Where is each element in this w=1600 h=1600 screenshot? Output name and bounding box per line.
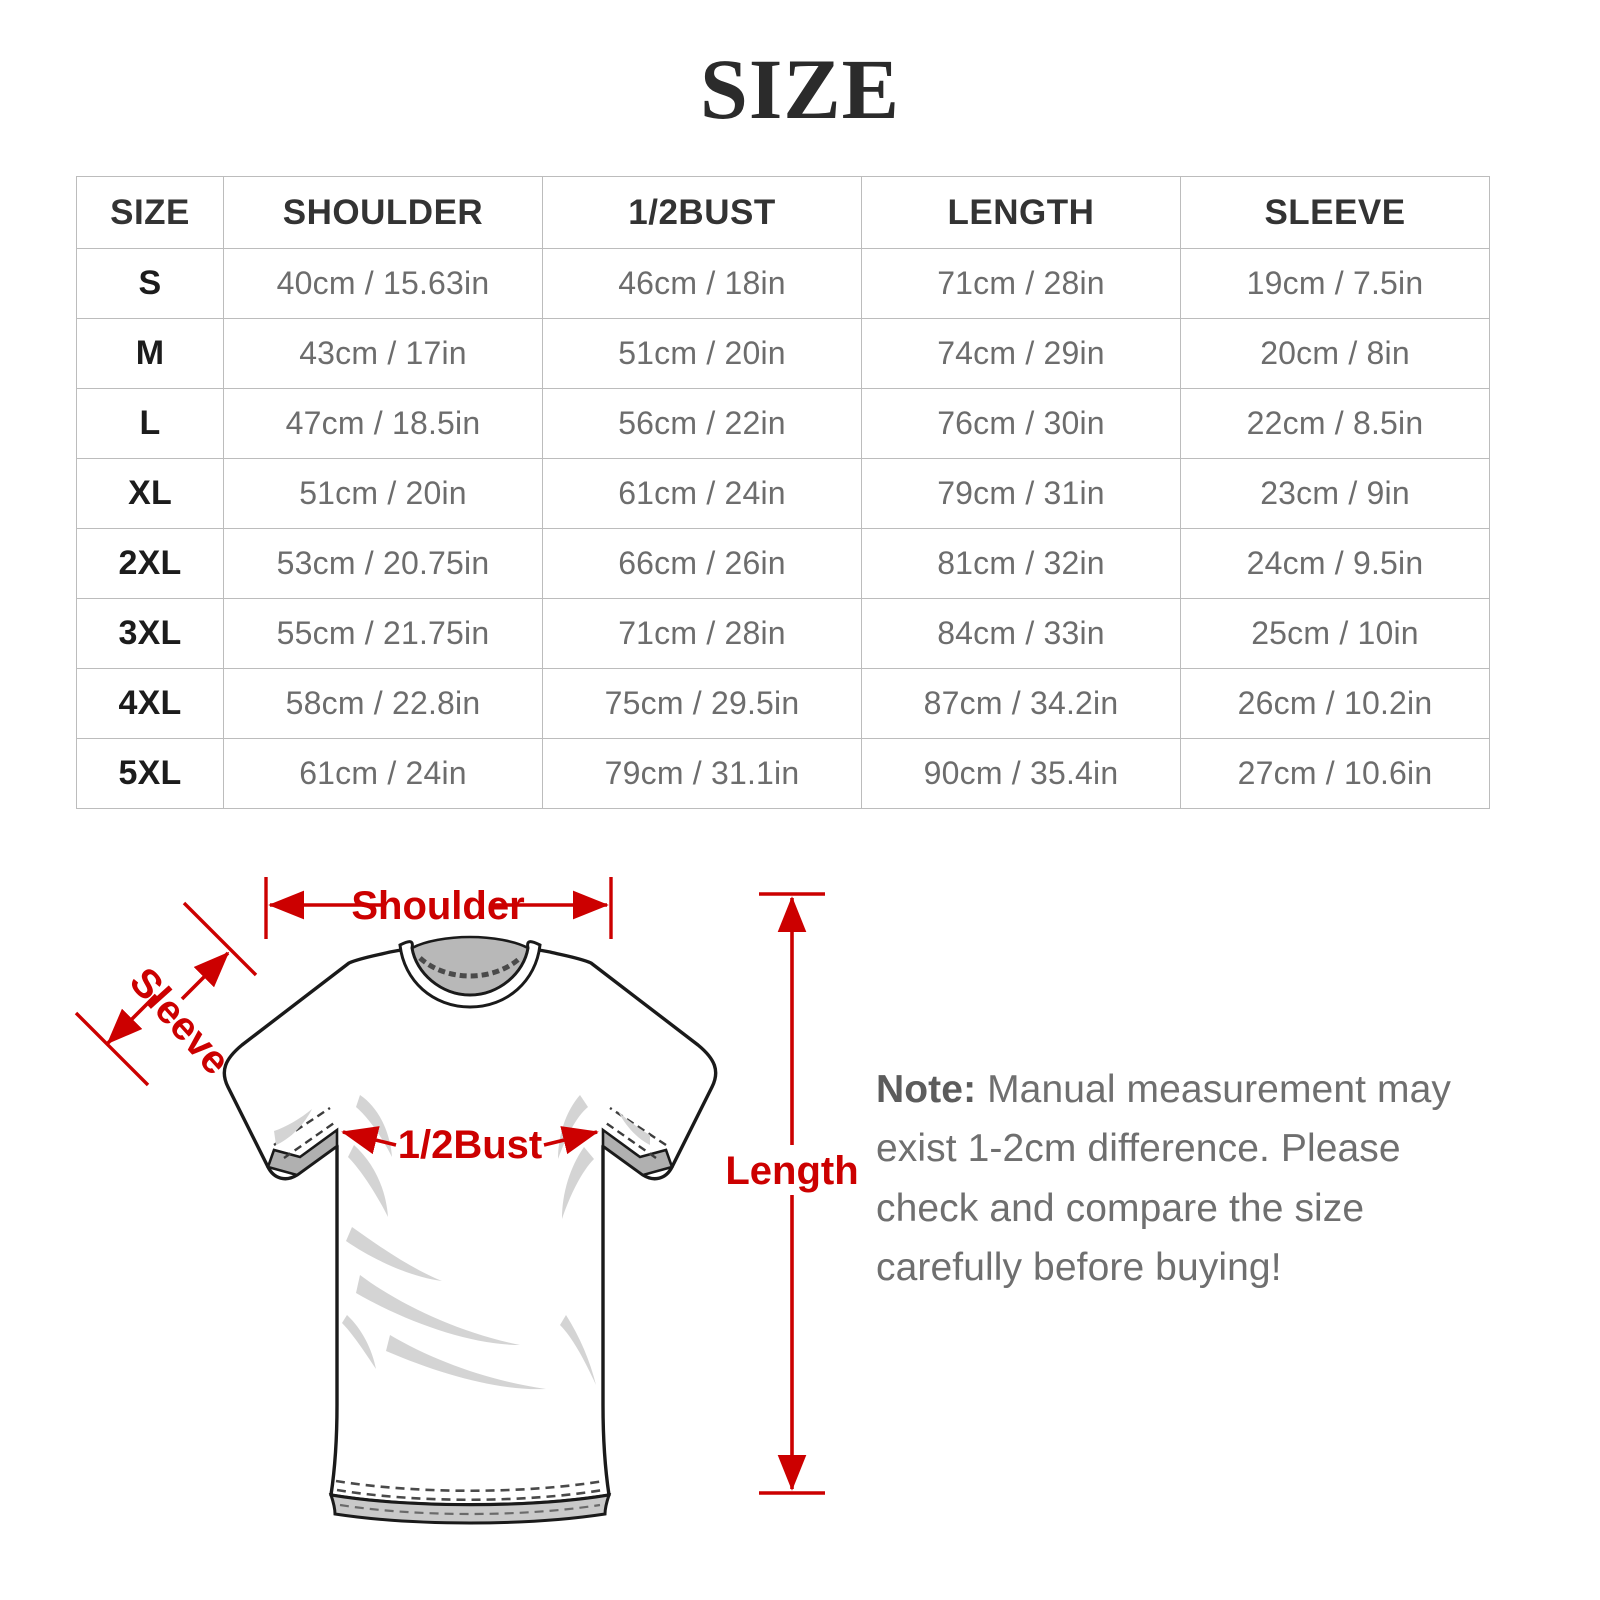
- cell-shoulder: 55cm / 21.75in: [223, 598, 543, 669]
- cell-bust: 66cm / 26in: [542, 528, 862, 599]
- table-row: XL 51cm / 20in 61cm / 24in 79cm / 31in 2…: [76, 458, 1490, 529]
- note-text: Manual measurement may exist 1-2cm diffe…: [876, 1068, 1451, 1289]
- cell-length: 79cm / 31in: [861, 458, 1181, 529]
- right-cuff-stitch-2: [605, 1122, 657, 1159]
- table-row: 4XL 58cm / 22.8in 75cm / 29.5in 87cm / 3…: [76, 668, 1490, 739]
- table-header-row: SIZE SHOULDER 1/2BUST LENGTH SLEEVE: [76, 176, 1490, 249]
- left-cuff-stitch-2: [283, 1122, 335, 1159]
- tshirt-body-outline: [222, 946, 718, 1507]
- column-header-sleeve: SLEEVE: [1180, 176, 1490, 249]
- tshirt-illustration: [222, 935, 718, 1525]
- right-sleeve-cuff-inner: [601, 1127, 674, 1177]
- cell-size: XL: [76, 458, 224, 529]
- table-row: 5XL 61cm / 24in 79cm / 31.1in 90cm / 35.…: [76, 738, 1490, 809]
- collar-band: [398, 940, 542, 1009]
- cell-sleeve: 25cm / 10in: [1180, 598, 1490, 669]
- cell-bust: 56cm / 22in: [542, 388, 862, 459]
- cell-shoulder: 61cm / 24in: [223, 738, 543, 809]
- cell-bust: 71cm / 28in: [542, 598, 862, 669]
- table-row: M 43cm / 17in 51cm / 20in 74cm / 29in 20…: [76, 318, 1490, 389]
- length-label-backdrop: [750, 1147, 835, 1193]
- right-cuff-stitch-1: [609, 1106, 667, 1147]
- bust-arrow-left: [341, 1126, 397, 1155]
- bottom-hem-band: [328, 1493, 612, 1525]
- size-table: SIZE SHOULDER 1/2BUST LENGTH SLEEVE S 40…: [76, 176, 1490, 809]
- cell-length: 81cm / 32in: [861, 528, 1181, 599]
- tshirt-measurement-diagram: Shoulder Sleeve 1/2Bust Length: [60, 845, 880, 1545]
- cell-size: 4XL: [76, 668, 224, 739]
- left-sleeve-cuff-inner: [266, 1127, 339, 1177]
- column-header-shoulder: SHOULDER: [223, 176, 543, 249]
- cell-length: 90cm / 35.4in: [861, 738, 1181, 809]
- cell-shoulder: 43cm / 17in: [223, 318, 543, 389]
- collar-stitch: [418, 956, 522, 979]
- sleeve-tick-lower: [74, 1011, 150, 1087]
- cell-length: 84cm / 33in: [861, 598, 1181, 669]
- cell-length: 87cm / 34.2in: [861, 668, 1181, 739]
- cell-shoulder: 40cm / 15.63in: [223, 248, 543, 319]
- cell-size: 5XL: [76, 738, 224, 809]
- hem-stitch-3: [339, 1503, 601, 1516]
- table-row: S 40cm / 15.63in 46cm / 18in 71cm / 28in…: [76, 248, 1490, 319]
- cell-length: 74cm / 29in: [861, 318, 1181, 389]
- cell-bust: 46cm / 18in: [542, 248, 862, 319]
- shoulder-label: Shoulder: [351, 884, 524, 928]
- fabric-folds: [274, 1095, 650, 1390]
- table-row: 3XL 55cm / 21.75in 71cm / 28in 84cm / 33…: [76, 598, 1490, 669]
- note-block: Note: Manual measurement may exist 1-2cm…: [876, 1060, 1500, 1297]
- cell-sleeve: 23cm / 9in: [1180, 458, 1490, 529]
- column-header-length: LENGTH: [861, 176, 1181, 249]
- cell-size: 3XL: [76, 598, 224, 669]
- cell-shoulder: 53cm / 20.75in: [223, 528, 543, 599]
- note-label: Note:: [876, 1068, 977, 1111]
- sleeve-arrow-lower: [106, 993, 158, 1045]
- cell-sleeve: 24cm / 9.5in: [1180, 528, 1490, 599]
- cell-length: 76cm / 30in: [861, 388, 1181, 459]
- cell-shoulder: 51cm / 20in: [223, 458, 543, 529]
- bust-arrow-right: [543, 1126, 599, 1155]
- hem-stitch-2: [336, 1488, 604, 1502]
- bust-label: 1/2Bust: [398, 1123, 543, 1167]
- cell-shoulder: 47cm / 18.5in: [223, 388, 543, 459]
- cell-shoulder: 58cm / 22.8in: [223, 668, 543, 739]
- cell-sleeve: 27cm / 10.6in: [1180, 738, 1490, 809]
- cell-sleeve: 22cm / 8.5in: [1180, 388, 1490, 459]
- cell-size: S: [76, 248, 224, 319]
- hem-stitch-1: [335, 1479, 605, 1493]
- cell-sleeve: 26cm / 10.2in: [1180, 668, 1490, 739]
- cell-bust: 61cm / 24in: [542, 458, 862, 529]
- table-row: L 47cm / 18.5in 56cm / 22in 76cm / 30in …: [76, 388, 1490, 459]
- cell-size: L: [76, 388, 224, 459]
- cell-size: 2XL: [76, 528, 224, 599]
- cell-sleeve: 19cm / 7.5in: [1180, 248, 1490, 319]
- left-cuff-stitch-1: [273, 1106, 331, 1147]
- column-header-size: SIZE: [76, 176, 224, 249]
- length-label: Length: [725, 1149, 858, 1193]
- cell-bust: 79cm / 31.1in: [542, 738, 862, 809]
- cell-sleeve: 20cm / 8in: [1180, 318, 1490, 389]
- cell-bust: 75cm / 29.5in: [542, 668, 862, 739]
- column-header-bust: 1/2BUST: [542, 176, 862, 249]
- page-title: SIZE: [699, 41, 901, 137]
- sleeve-arrow-upper: [180, 951, 230, 1001]
- table-row: 2XL 53cm / 20.75in 66cm / 26in 81cm / 32…: [76, 528, 1490, 599]
- cell-bust: 51cm / 20in: [542, 318, 862, 389]
- sleeve-label: Sleeve: [121, 959, 239, 1083]
- cell-size: M: [76, 318, 224, 389]
- cell-length: 71cm / 28in: [861, 248, 1181, 319]
- sleeve-tick-upper: [182, 901, 258, 977]
